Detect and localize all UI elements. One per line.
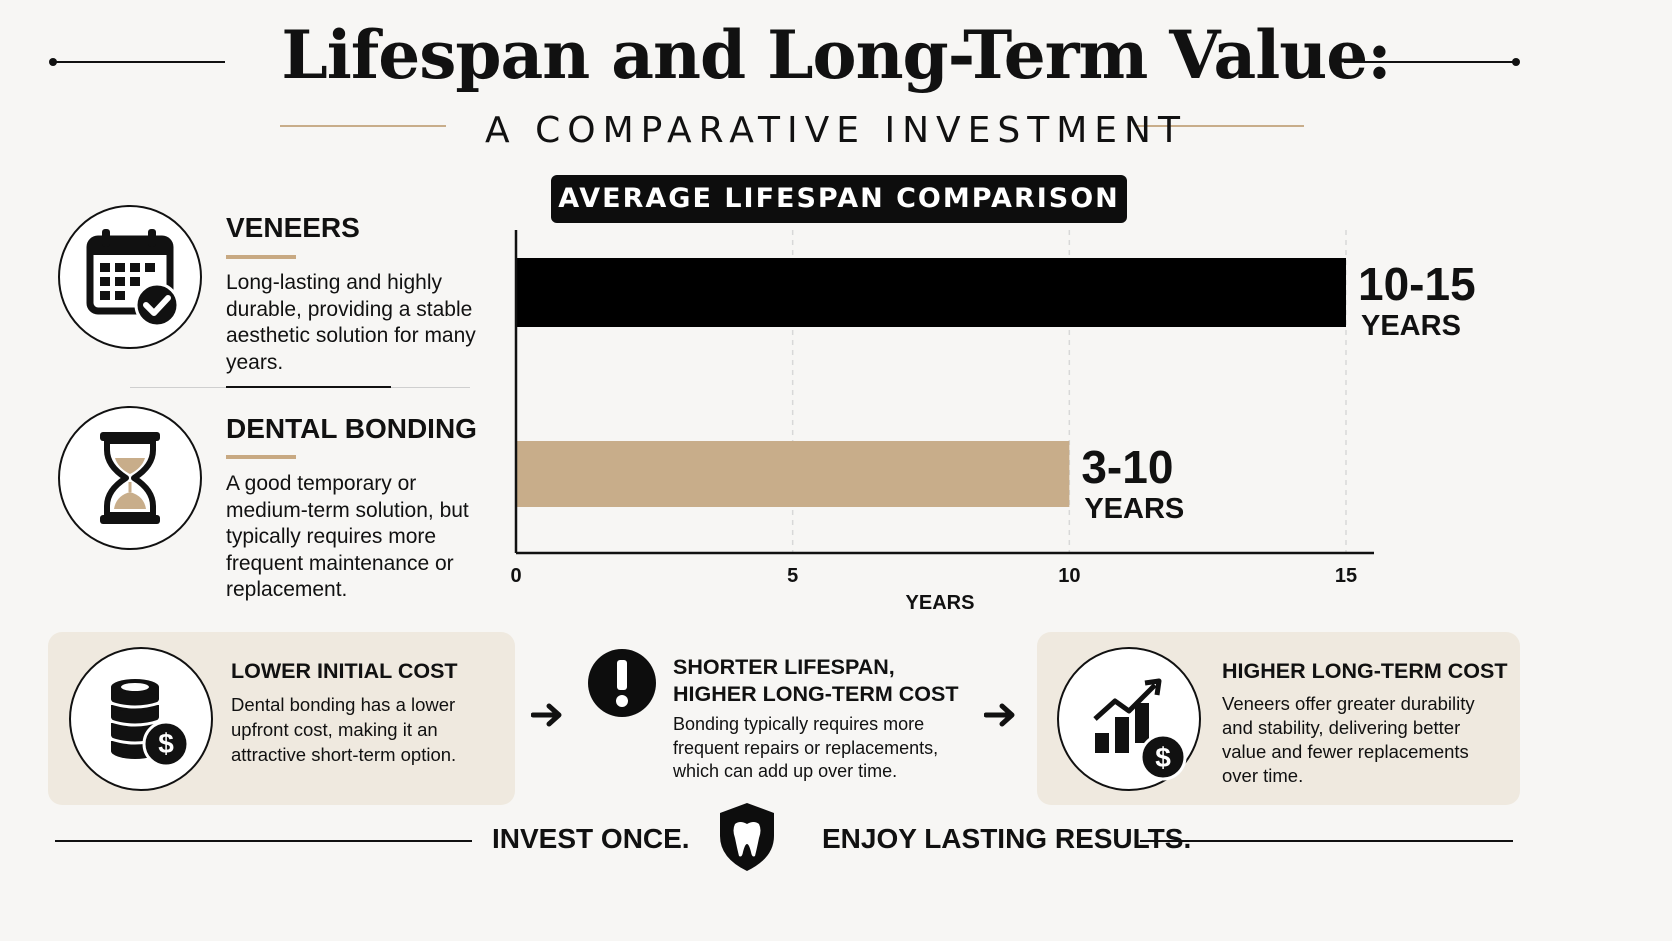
veneers-icon-circle (58, 205, 202, 349)
veneers-description: Long-lasting and highly durable, providi… (226, 271, 476, 374)
card-1-text: Dental bonding has a lower upfront cost,… (231, 694, 457, 765)
bonding-accent-line (226, 455, 296, 459)
bar-1-unit-label: YEARS (1084, 493, 1184, 525)
subtitle-right-rule (1136, 125, 1304, 127)
footer-left-rule (55, 840, 472, 842)
x-axis-label: YEARS (906, 592, 975, 614)
bonding-description: A good temporary or medium-term solution… (226, 472, 469, 602)
bonding-heading: DENTAL BONDING (226, 413, 477, 444)
hourglass-icon (100, 432, 160, 524)
veneers-heading: VENEERS (226, 212, 360, 243)
tooth-shield-icon (720, 803, 774, 871)
card-3-text: Veneers offer greater durability and sta… (1222, 693, 1475, 786)
page-title: Lifespan and Long-Term Value: (281, 16, 1391, 94)
svg-text:$: $ (158, 728, 174, 759)
page-subtitle: A COMPARATIVE INVESTMENT (485, 110, 1187, 151)
footer-left-text: INVEST ONCE. (492, 823, 690, 854)
header-right-rule (1344, 61, 1516, 63)
subtitle-left-rule (280, 125, 446, 127)
exclamation-icon (588, 649, 656, 717)
bar-0 (516, 258, 1346, 327)
x-tick-label-0: 0 (510, 565, 521, 587)
bonding-icon-circle (58, 406, 202, 550)
footer-right-text: ENJOY LASTING RESULTS. (822, 823, 1192, 854)
header-right-dot (1512, 58, 1520, 66)
bar-1-value-label: 3-10 (1081, 441, 1173, 493)
coins-icon-circle: $ (69, 647, 213, 791)
bar-0-value-label: 10-15 (1358, 258, 1476, 310)
x-tick-label-5: 5 (787, 565, 798, 587)
growth-chart-dollar-icon: $ (1093, 678, 1187, 781)
card-2-title: SHORTER LIFESPAN, HIGHER LONG-TERM COST (673, 655, 959, 706)
veneers-accent-line (226, 255, 296, 259)
arrow-right-icon-2 (983, 700, 1020, 738)
growth-icon-circle: $ (1057, 647, 1201, 791)
svg-text:$: $ (1155, 742, 1171, 773)
section-divider-dark (226, 386, 391, 388)
chart-title-badge: AVERAGE LIFESPAN COMPARISON (551, 175, 1127, 223)
bar-1 (516, 441, 1070, 507)
arrow-right-icon (530, 700, 567, 738)
card-3-title: HIGHER LONG-TERM COST (1222, 659, 1508, 683)
card-1-title: LOWER INITIAL COST (231, 659, 458, 683)
header-left-rule (53, 61, 225, 63)
x-tick-label-10: 10 (1058, 565, 1080, 587)
coins-dollar-icon: $ (110, 679, 190, 768)
bar-0-unit-label: YEARS (1361, 310, 1461, 342)
card-2-text: Bonding typically requires more frequent… (673, 714, 939, 781)
x-tick-label-15: 15 (1335, 565, 1357, 587)
footer-right-rule (1140, 840, 1513, 842)
calendar-check-icon (86, 229, 180, 328)
